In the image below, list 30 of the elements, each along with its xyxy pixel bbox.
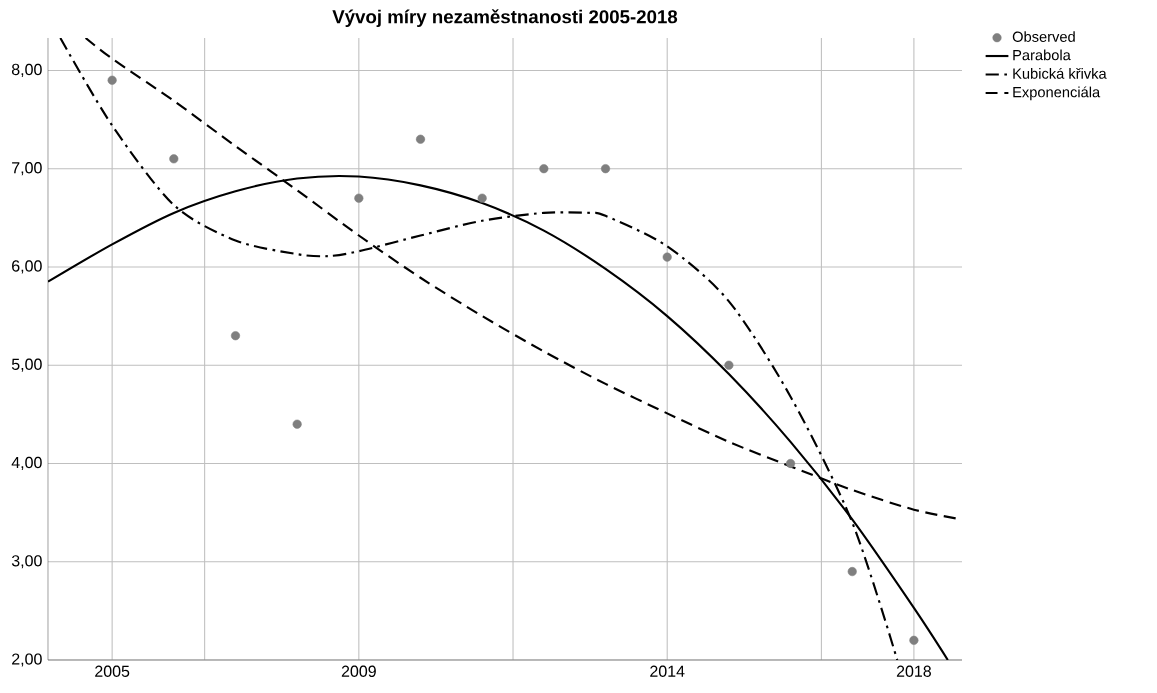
point [786, 458, 796, 469]
chart-title: Vývoj míry nezaměstnanosti 2005-2018 [332, 9, 678, 28]
point [662, 252, 672, 262]
y-tick-label: 7,00 [12, 162, 42, 176]
point [601, 164, 611, 174]
y-tick-label: 5,00 [11, 358, 42, 372]
point [415, 134, 426, 144]
y-tick-label: 6,00 [12, 260, 42, 274]
point [292, 419, 302, 429]
legend-label: Observed [1012, 31, 1075, 42]
y-tick-label: 8,00 [11, 63, 42, 78]
point [909, 635, 919, 645]
y-tick-label: 4,00 [11, 456, 42, 471]
point [107, 75, 117, 85]
y-tick-label: 2,00 [12, 653, 42, 667]
point [847, 567, 857, 577]
legend-label: Exponenciála [1013, 86, 1101, 101]
point [539, 164, 549, 174]
x-tick-label: 2005 [95, 665, 130, 677]
point [477, 193, 487, 203]
x-tick-label: 2018 [896, 665, 931, 677]
x-tick-label: 2009 [341, 665, 376, 677]
point [724, 360, 734, 370]
point [354, 193, 364, 203]
x-tick-label: 2014 [650, 665, 685, 677]
point [169, 154, 179, 164]
legend-label: Kubická křivka [1013, 67, 1107, 79]
y-tick-label: 3,00 [11, 555, 42, 569]
point [230, 331, 241, 341]
legend-label: Parabola [1013, 49, 1071, 61]
